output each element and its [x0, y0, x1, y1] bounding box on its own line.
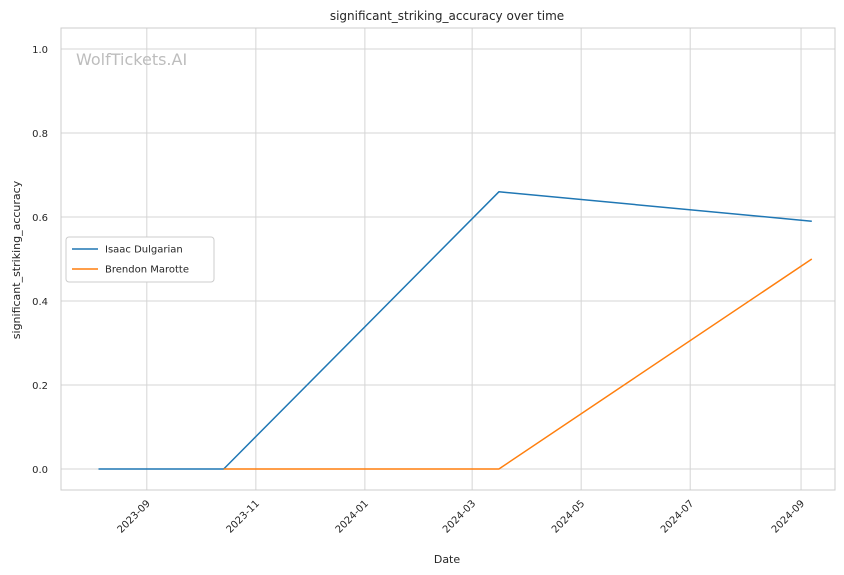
x-tick-label: 2024-03 [441, 498, 478, 535]
x-tick-label: 2024-07 [659, 498, 696, 535]
plot-area [60, 27, 836, 491]
series-line-1 [223, 258, 813, 470]
y-tick-label: 0.6 [32, 213, 48, 224]
x-tick-label: 2023-09 [116, 498, 153, 535]
x-tick-label: 2024-05 [550, 498, 587, 535]
x-axis-label: Date [434, 553, 461, 566]
y-tick-label: 0.8 [32, 129, 48, 140]
x-tick-labels: 2023-09 2023-11 2024-01 2024-03 2024-05 2024-… [116, 498, 808, 535]
watermark: WolfTickets.AI [76, 50, 187, 69]
chart-title: significant_striking_accuracy over time [330, 9, 564, 23]
y-tick-label: 0.0 [32, 465, 48, 476]
x-tick-label: 2023-11 [225, 498, 262, 535]
y-tick-label: 1.0 [32, 45, 48, 56]
series-layer [98, 191, 813, 470]
y-tick-labels: 0.0 0.2 0.4 0.6 0.8 1.0 [32, 45, 48, 476]
y-tick-label: 0.4 [32, 297, 48, 308]
x-tick-label: 2024-01 [334, 498, 371, 535]
x-tick-label: 2024-09 [770, 498, 807, 535]
legend-entry: Brendon Marotte [105, 265, 189, 276]
legend: Isaac Dulgarian Brendon Marotte [65, 236, 215, 283]
series-line-0 [98, 191, 812, 470]
legend-entry: Isaac Dulgarian [105, 245, 183, 256]
grid [61, 28, 835, 490]
legend-box [65, 236, 215, 283]
y-tick-label: 0.2 [32, 381, 48, 392]
y-axis-label: significant_striking_accuracy [10, 180, 23, 339]
